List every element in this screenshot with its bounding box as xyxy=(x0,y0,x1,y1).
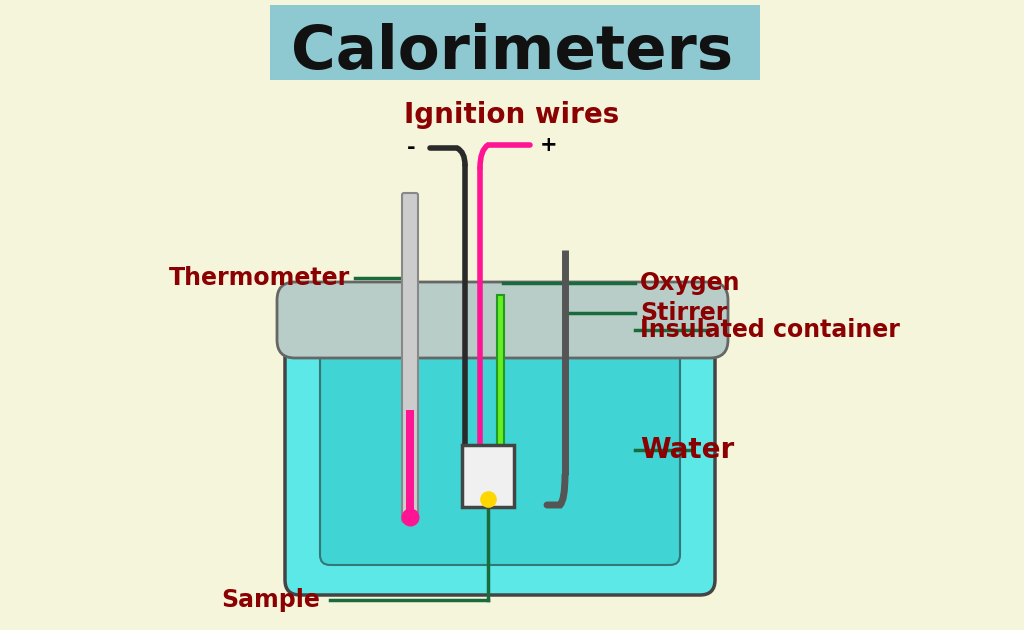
Text: -: - xyxy=(407,138,415,158)
FancyBboxPatch shape xyxy=(278,282,728,358)
Text: Ignition wires: Ignition wires xyxy=(404,101,620,129)
FancyBboxPatch shape xyxy=(319,345,680,565)
Bar xyxy=(406,410,414,515)
FancyBboxPatch shape xyxy=(285,303,715,595)
Text: +: + xyxy=(540,135,558,155)
Text: Sample: Sample xyxy=(221,588,319,612)
Bar xyxy=(497,295,504,460)
Text: Oxygen: Oxygen xyxy=(640,271,740,295)
Text: Calorimeters: Calorimeters xyxy=(291,23,733,81)
Text: Insulated container: Insulated container xyxy=(640,318,900,342)
Bar xyxy=(462,445,514,507)
FancyBboxPatch shape xyxy=(402,193,418,522)
Text: Thermometer: Thermometer xyxy=(169,266,350,290)
Bar xyxy=(270,5,760,80)
Text: Stirrer: Stirrer xyxy=(640,301,727,325)
Text: Water: Water xyxy=(640,436,734,464)
